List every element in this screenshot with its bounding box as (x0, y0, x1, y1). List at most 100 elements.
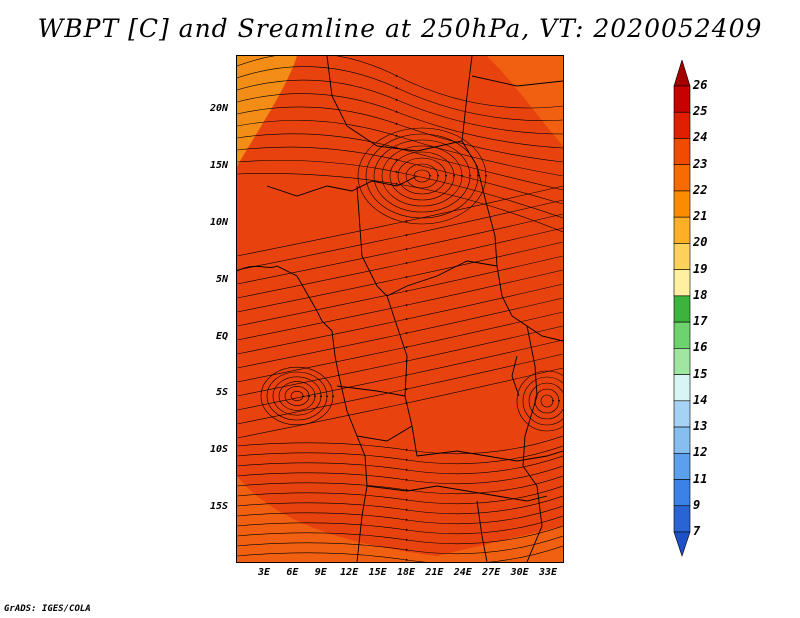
streamline (237, 455, 563, 475)
streamline (237, 120, 563, 177)
latitude-label: 15S (209, 501, 228, 512)
colorbar-label: 15 (693, 366, 708, 381)
streamline (272, 376, 323, 416)
streamline (237, 445, 563, 465)
chart-title: WBPT [C] and Sreamline at 250hPa, VT: 20… (37, 14, 763, 43)
streamline (237, 199, 563, 271)
streamline (237, 185, 563, 257)
streamline (290, 390, 305, 402)
streamline (237, 241, 563, 313)
latitude-label: 5S (215, 387, 228, 398)
border-line (356, 185, 498, 297)
colorbar-label: 11 (693, 471, 708, 486)
border-line (266, 175, 418, 197)
colorbar-swatch (673, 295, 691, 323)
longitude-label: 3E (257, 567, 271, 578)
colorbar-swatch (673, 452, 691, 480)
longitude-label: 21E (425, 567, 444, 578)
streamline (237, 255, 563, 327)
border-line (386, 295, 418, 457)
colorbar-label: 9 (693, 497, 701, 512)
colorbar-swatch (673, 400, 691, 428)
colorbar-label: 13 (693, 419, 708, 434)
border-line (511, 355, 520, 397)
border-line (237, 265, 368, 562)
streamline (237, 515, 563, 535)
streamline (237, 79, 563, 135)
colorbar-swatch (673, 479, 691, 507)
border-line (416, 450, 563, 462)
longitude-label: 12E (340, 567, 359, 578)
streamline (237, 535, 563, 555)
streamline (237, 56, 563, 109)
streamline (266, 371, 329, 421)
colorbar-swatch (673, 138, 691, 166)
border-line (336, 385, 406, 397)
latitude-label: 5N (215, 274, 228, 285)
streamline (522, 376, 563, 426)
colorbar-swatch (673, 243, 691, 270)
wbpt-cool-region-south (237, 476, 563, 562)
latitude-label: 10N (209, 217, 228, 228)
streamline (237, 213, 563, 285)
colorbar-swatch (673, 348, 691, 375)
streamline (237, 353, 563, 425)
streamline (237, 66, 563, 121)
streamline (397, 157, 448, 195)
longitude-label: 33E (538, 567, 558, 578)
border-line (326, 56, 473, 152)
streamline (357, 127, 488, 225)
streamline (260, 366, 335, 426)
country-borders (237, 56, 563, 562)
streamline (237, 505, 563, 525)
latitude-label: 10S (209, 444, 228, 455)
colorbar-label: 20 (693, 235, 708, 250)
colorbar-swatch (673, 321, 691, 349)
colorbar-label: 19 (693, 261, 708, 276)
streamline (237, 283, 563, 355)
colorbar-swatch (673, 164, 691, 192)
colorbar-label: 26 (693, 78, 708, 92)
streamline (237, 269, 563, 341)
longitude-label: 6E (286, 567, 299, 578)
border-line (461, 140, 498, 267)
longitude-label: 27E (482, 567, 501, 578)
longitude-label: 18E (396, 567, 416, 578)
colorbar-label: 25 (693, 104, 708, 119)
streamline (365, 133, 480, 219)
colorbar (673, 60, 691, 557)
colorbar-swatch (673, 374, 691, 402)
streamline (534, 388, 561, 414)
streamline (237, 227, 563, 299)
streamline (389, 151, 456, 201)
streamline (237, 525, 563, 545)
colorbar-swatch (673, 190, 691, 218)
latitude-label: EQ (215, 331, 228, 342)
colorbar-swatch (673, 269, 691, 297)
streamline-map (237, 56, 563, 562)
streamline (237, 545, 563, 562)
colorbar-label: 17 (693, 314, 708, 329)
streamline (237, 339, 563, 411)
streamline (237, 465, 563, 485)
colorbar-swatch (673, 216, 691, 244)
colorbar-label: 14 (693, 392, 708, 407)
streamline (237, 160, 563, 219)
streamline (237, 475, 563, 495)
border-line (496, 265, 563, 342)
border-line (522, 325, 543, 562)
streamline (516, 370, 563, 432)
latitude-label: 20N (209, 103, 228, 114)
colorbar-swatch (673, 111, 691, 139)
streamlines (237, 56, 563, 562)
streamline (413, 169, 432, 183)
streamline (373, 139, 472, 213)
map-panel (236, 55, 564, 563)
streamline (540, 394, 555, 408)
colorbar-bottom-arrow (673, 531, 691, 557)
streamline (237, 173, 563, 233)
streamline (237, 106, 563, 163)
streamline (528, 382, 563, 420)
colorbar-label: 12 (693, 445, 708, 460)
longitude-label: 9E (314, 567, 327, 578)
